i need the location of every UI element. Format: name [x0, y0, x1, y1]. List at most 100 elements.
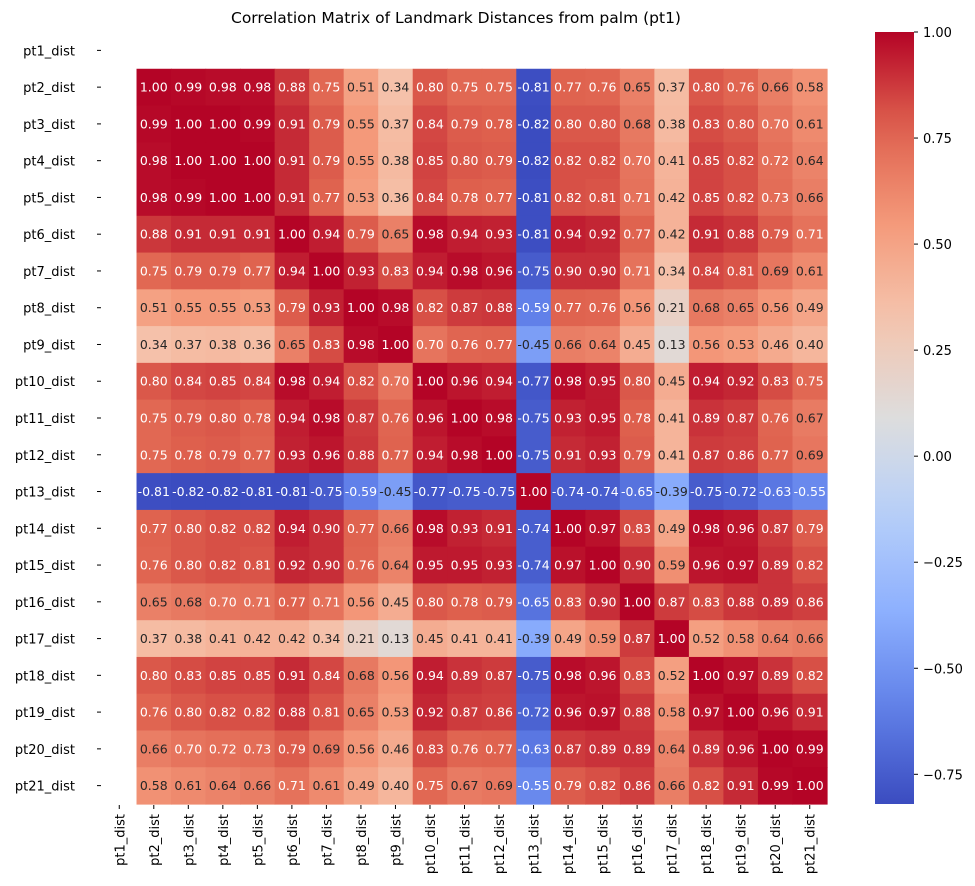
heatmap-cell [516, 583, 552, 621]
heatmap-cell [792, 767, 828, 805]
heatmap-cell [757, 583, 794, 621]
cell-annotation: 0.79 [554, 778, 582, 793]
cell-annotation: 1.00 [140, 80, 168, 95]
heatmap-cell [550, 215, 586, 254]
heatmap-cell [619, 142, 655, 180]
heatmap-cell [205, 289, 241, 327]
heatmap-cell [240, 656, 276, 695]
heatmap-cell [378, 620, 414, 658]
cell-annotation: 0.88 [623, 705, 651, 720]
heatmap-cell [654, 546, 690, 585]
x-tick-label: pt4_dist [217, 814, 232, 866]
cell-annotation: 0.98 [554, 668, 582, 683]
heatmap-cell [723, 289, 759, 327]
heatmap-cell [378, 142, 414, 180]
cell-annotation: 0.59 [658, 558, 686, 573]
heatmap-cell [619, 509, 655, 548]
heatmap-cell [205, 326, 241, 364]
cell-annotation: 0.75 [140, 263, 168, 278]
heatmap-cell [516, 473, 552, 511]
heatmap-cell [619, 620, 655, 658]
cell-annotation: -0.82 [172, 484, 204, 499]
x-tick-label: pt13_dist [528, 814, 543, 874]
heatmap-cell [550, 473, 586, 511]
cell-annotation: -0.74 [586, 484, 618, 499]
heatmap-cell [447, 68, 483, 107]
colorbar-tick-label: 0.25 [923, 344, 952, 359]
heatmap-cell [274, 68, 310, 107]
heatmap-cell [723, 620, 759, 658]
heatmap-cell [240, 546, 276, 585]
cell-annotation: 0.78 [623, 411, 651, 426]
colorbar-ticks: 1.00 0.75 0.50 0.25 0.00 −0.25 −0.50 −0.75 [914, 26, 963, 783]
heatmap-cell [516, 68, 552, 107]
heatmap-cell [757, 546, 794, 585]
heatmap-cell [688, 436, 725, 474]
cell-annotation: 0.71 [312, 594, 340, 609]
heatmap-cell [136, 215, 172, 254]
cell-annotation: 1.00 [174, 153, 202, 168]
x-tick-label: pt16_dist [631, 814, 646, 874]
heatmap-cell [205, 362, 241, 401]
x-tick-label: pt10_dist [424, 814, 439, 874]
cell-annotation: 0.46 [382, 741, 410, 756]
heatmap-cell [550, 509, 586, 548]
cell-annotation: 0.78 [451, 594, 479, 609]
cell-annotation: 0.82 [209, 558, 237, 573]
cell-annotation: -0.65 [621, 484, 653, 499]
heatmap-cell [309, 473, 345, 511]
heatmap-cell [240, 326, 276, 364]
cell-annotation: 0.72 [209, 741, 237, 756]
cell-annotation: 0.98 [278, 374, 306, 389]
cell-annotation: 0.87 [485, 668, 513, 683]
cell-annotation: 0.58 [658, 705, 686, 720]
heatmap-cell [654, 473, 690, 511]
heatmap-cell [171, 399, 207, 437]
cell-annotation: 0.81 [589, 190, 617, 205]
cell-annotation: 0.53 [347, 190, 375, 205]
cell-annotation: 0.70 [416, 337, 444, 352]
cell-annotation: 0.98 [243, 80, 271, 95]
cell-annotation: 0.79 [278, 300, 306, 315]
cell-annotation: 0.91 [278, 153, 306, 168]
cell-annotation: 0.86 [727, 447, 755, 462]
cell-annotation: 1.00 [382, 337, 410, 352]
heatmap-cell [447, 215, 483, 254]
cell-annotation: 1.00 [623, 594, 651, 609]
heatmap-cell [171, 326, 207, 364]
cell-annotation: 0.82 [796, 558, 824, 573]
cell-annotation: 0.91 [796, 705, 824, 720]
y-tick-label: pt11_dist [15, 412, 75, 427]
cell-annotation: 0.71 [796, 227, 824, 242]
cell-annotation: -0.82 [207, 484, 239, 499]
x-tick-label: pt20_dist [769, 814, 784, 874]
cell-annotation: 0.79 [451, 116, 479, 131]
heatmap-cell [481, 620, 517, 658]
cell-annotation: 0.82 [589, 778, 617, 793]
cell-annotation: 0.96 [554, 705, 582, 720]
heatmap-cell [619, 436, 655, 474]
heatmap-cell [447, 546, 483, 585]
heatmap-cell [378, 509, 414, 548]
cell-annotation: 0.38 [174, 631, 202, 646]
cell-annotation: 0.78 [485, 116, 513, 131]
heatmap-cell [309, 289, 345, 327]
heatmap-cell [516, 105, 552, 143]
cell-annotation: -0.75 [517, 447, 549, 462]
heatmap-cell [240, 767, 276, 805]
heatmap-cell [723, 436, 759, 474]
cell-annotation: 0.91 [692, 227, 720, 242]
heatmap-cell [688, 252, 725, 290]
cell-annotation: -0.75 [690, 484, 722, 499]
heatmap-cell [619, 730, 655, 768]
heatmap-cell [516, 620, 552, 658]
cell-annotation: 1.00 [692, 668, 720, 683]
cell-annotation: -0.63 [759, 484, 791, 499]
heatmap-cell [343, 215, 379, 254]
cell-annotation: 0.66 [658, 778, 686, 793]
heatmap-cell [654, 289, 690, 327]
y-tick-label: pt18_dist [15, 669, 75, 684]
cell-annotation: 0.94 [451, 227, 479, 242]
heatmap-cell [205, 105, 241, 143]
heatmap-cell [481, 326, 517, 364]
